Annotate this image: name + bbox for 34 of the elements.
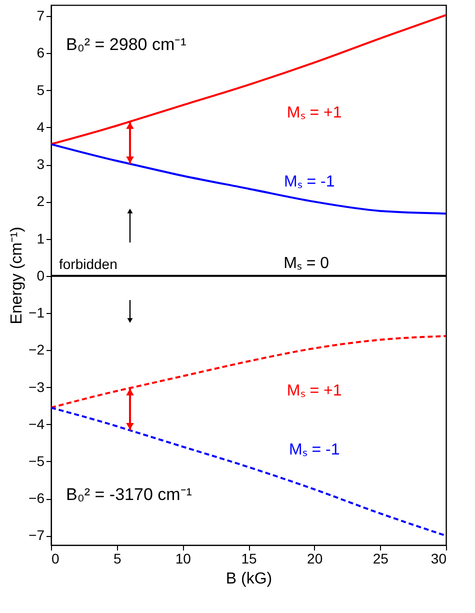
x-axis-title: B (kG) (226, 570, 272, 588)
annotation: forbidden (59, 256, 118, 272)
series-label: Mₛ = 0 (284, 254, 330, 272)
series-label: Mₛ = -1 (288, 441, 340, 458)
y-tick-label: −5 (28, 452, 45, 469)
y-tick-label: 5 (36, 82, 45, 98)
series-label: Mₛ = +1 (286, 382, 342, 400)
series-label: Mₛ = -1 (284, 174, 335, 191)
y-tick-label: 4 (36, 118, 45, 135)
y-tick-label: −2 (28, 342, 45, 358)
y-axis-title: Energy (cm⁻¹) (8, 226, 26, 324)
y-tick-label: −1 (28, 304, 45, 321)
x-tick-label: 20 (307, 550, 323, 566)
line-series (50, 406, 447, 537)
x-tick-label: 15 (241, 550, 257, 566)
y-tick-label: −4 (28, 416, 45, 432)
x-tick-label: 10 (175, 550, 192, 566)
series-label: Mₛ = +1 (286, 104, 342, 122)
y-tick-label: −7 (28, 527, 45, 544)
x-tick-label: 0 (52, 550, 60, 566)
y-tick-label: −6 (28, 490, 45, 506)
x-tick-label: 30 (430, 550, 447, 566)
x-tick-label: 5 (113, 550, 122, 566)
line-series (50, 143, 447, 215)
y-tick-label: 1 (36, 230, 45, 246)
annotation: B₀² = -3170 cm⁻¹ (66, 485, 192, 504)
annotation: B₀² = 2980 cm⁻¹ (66, 35, 187, 54)
y-tick-label: 7 (36, 8, 45, 24)
x-tick-label: 25 (372, 550, 389, 566)
y-tick-label: 3 (36, 156, 45, 172)
y-tick-label: 6 (36, 44, 45, 61)
y-tick-label: 2 (36, 193, 45, 210)
y-tick-label: 0 (36, 267, 45, 284)
y-tick-label: −3 (28, 378, 45, 395)
